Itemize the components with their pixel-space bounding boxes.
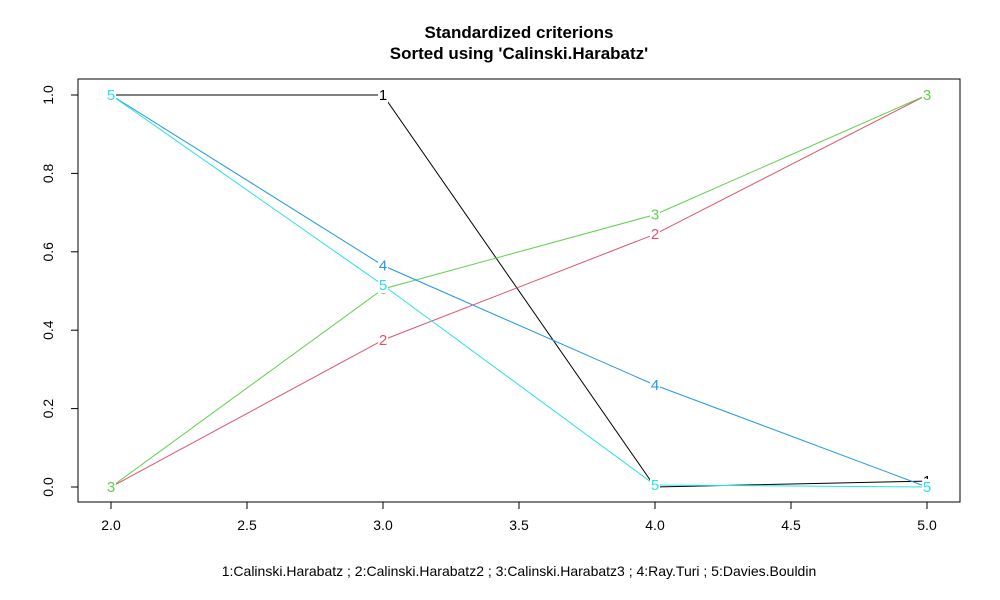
point-label-bg	[922, 479, 932, 495]
y-axis: 0.0 0.2 0.4 0.6 0.8 1.0	[40, 85, 79, 497]
x-tick-label: 4.5	[781, 517, 801, 533]
x-tick-label: 2.0	[101, 517, 121, 533]
x-tick-label: 3.0	[373, 517, 393, 533]
data-point-4: 4	[379, 258, 387, 275]
x-tick-label: 2.5	[237, 517, 257, 533]
point-label-bg	[378, 87, 388, 103]
data-point-2: 2	[379, 332, 387, 349]
x-tick-label: 5.0	[917, 517, 937, 533]
point-label-bg	[106, 479, 116, 495]
y-tick-label: 0.2	[40, 399, 56, 419]
data-point-3: 3	[107, 479, 115, 496]
point-label-bg	[650, 377, 660, 394]
point-label-bg	[650, 226, 660, 243]
data-point-4: 4	[651, 377, 659, 394]
point-label-bg	[650, 206, 660, 223]
y-tick-label: 0.0	[40, 477, 56, 497]
y-tick-label: 0.8	[40, 163, 56, 183]
chart-title: Standardized criterions	[425, 23, 614, 42]
series-line-1	[111, 94, 928, 488]
point-label-bg	[106, 87, 116, 103]
y-tick-label: 0.6	[40, 242, 56, 262]
series-line-5	[110, 94, 928, 488]
series-line-3	[110, 94, 928, 488]
data-point-2: 2	[651, 226, 659, 243]
point-label-bg	[378, 257, 388, 274]
series-line-2	[110, 94, 928, 488]
x-axis-label: 1:Calinski.Harabatz ; 2:Calinski.Harabat…	[222, 563, 816, 579]
chart-subtitle: Sorted using 'Calinski.Harabatz'	[390, 44, 648, 63]
x-tick-label: 4.0	[645, 517, 665, 533]
point-label-bg	[650, 477, 660, 494]
x-axis: 2.0 2.5 3.0 3.5 4.0 4.5 5.0	[101, 501, 937, 533]
data-point-5: 5	[107, 87, 115, 104]
data-point-5: 5	[651, 477, 659, 494]
point-label-bg	[378, 277, 388, 294]
data-point-3: 3	[923, 87, 931, 104]
y-tick-label: 1.0	[40, 85, 56, 105]
x-tick-label: 3.5	[509, 517, 529, 533]
y-tick-label: 0.4	[40, 320, 56, 340]
data-point-5: 5	[379, 277, 387, 294]
point-labels: 11112222333344445555	[106, 87, 932, 496]
data-point-5: 5	[923, 479, 931, 496]
series-line-4	[110, 94, 928, 488]
point-label-bg	[378, 332, 388, 348]
point-label-bg	[922, 87, 932, 103]
data-point-1: 1	[379, 87, 387, 104]
series-lines	[110, 94, 928, 488]
data-point-3: 3	[651, 207, 659, 224]
